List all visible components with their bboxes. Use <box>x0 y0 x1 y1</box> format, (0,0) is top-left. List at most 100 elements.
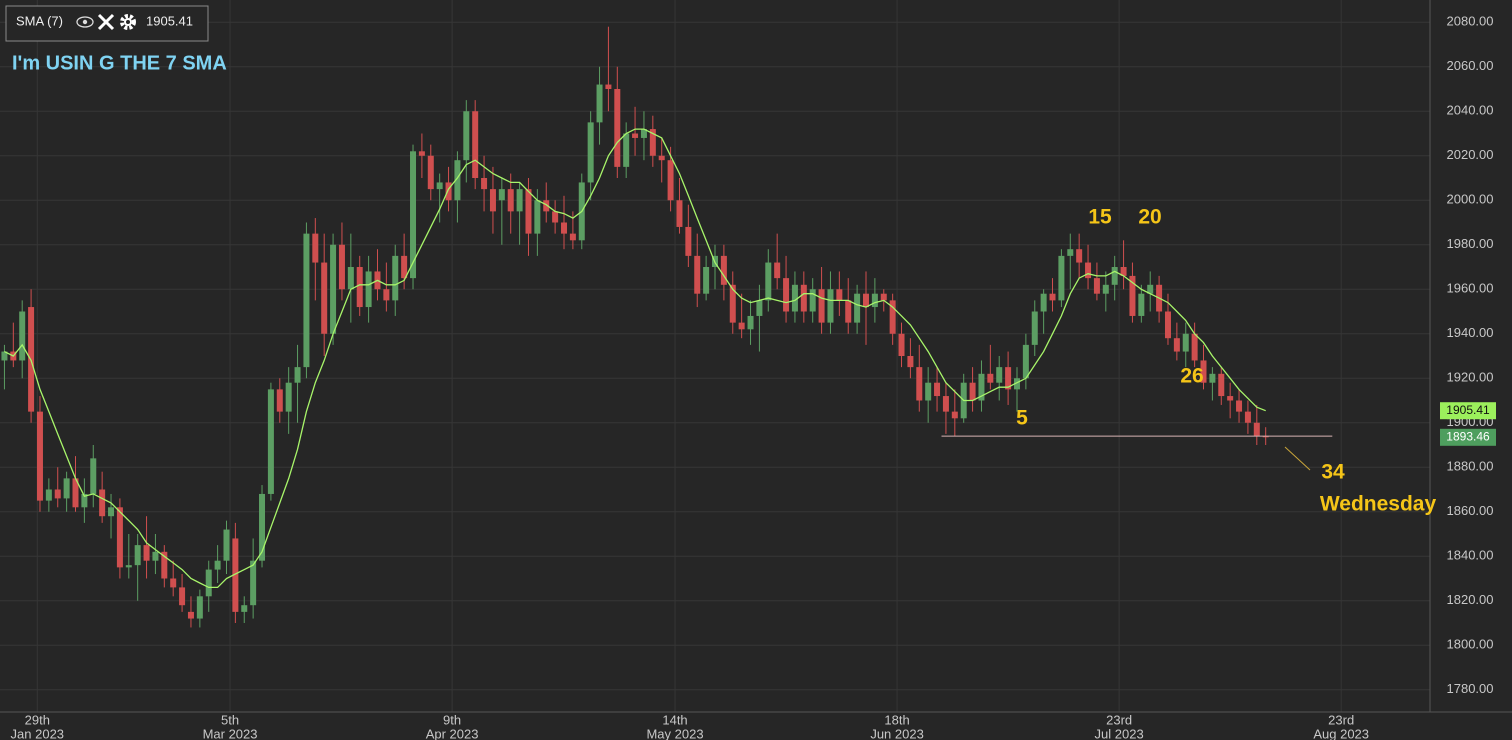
candle-body <box>1182 333 1189 352</box>
candle-body <box>907 356 914 368</box>
candle-body <box>54 489 61 499</box>
x-tick-label: 29th <box>25 712 50 727</box>
candle-body <box>685 226 692 256</box>
candle-body <box>898 333 905 356</box>
y-tick-label: 1940.00 <box>1447 325 1494 340</box>
candle-body <box>285 382 292 412</box>
candle-body <box>1067 249 1074 256</box>
candle-body <box>99 489 106 517</box>
candle-body <box>632 133 639 138</box>
candle-body <box>365 271 372 308</box>
candle-body <box>481 178 488 190</box>
candle-body <box>942 396 949 412</box>
candle-body <box>800 284 807 312</box>
candle-body <box>205 569 212 597</box>
x-tick-label: 23rd <box>1328 712 1354 727</box>
candle-body <box>1200 360 1207 383</box>
y-tick-label: 1780.00 <box>1447 681 1494 696</box>
candle-body <box>978 373 985 401</box>
x-tick-label: 18th <box>884 712 909 727</box>
candle-body <box>1244 411 1251 423</box>
x-tick-sublabel: Jul 2023 <box>1095 726 1144 740</box>
candle-body <box>854 293 861 323</box>
visibility-icon[interactable] <box>76 16 94 28</box>
candle-body <box>312 233 319 263</box>
settings-icon[interactable] <box>120 14 136 30</box>
candle-body <box>276 389 283 412</box>
sma-line <box>4 128 1266 589</box>
candle-body <box>134 545 141 566</box>
candle-body <box>640 129 647 138</box>
annotation-pointer <box>1284 446 1311 471</box>
sma-price-tag-bg <box>1440 402 1496 420</box>
candle-body <box>1093 278 1100 294</box>
candle-body <box>356 267 363 308</box>
annotation: 20 <box>1138 206 1161 229</box>
candle-body <box>1013 378 1020 390</box>
x-tick-sublabel: Mar 2023 <box>203 726 258 740</box>
candle-body <box>1040 293 1047 312</box>
candle-body <box>871 293 878 308</box>
candle-body <box>19 311 26 361</box>
candle-body <box>1076 249 1083 263</box>
candle-body <box>338 244 345 290</box>
candle-body <box>774 262 781 279</box>
candle-body <box>392 255 399 301</box>
candle-body <box>498 189 505 201</box>
candle-body <box>223 529 230 561</box>
candle-body <box>1191 333 1198 361</box>
candle-body <box>418 151 425 156</box>
candle-body <box>170 578 177 588</box>
candle-body <box>747 315 754 330</box>
candle-body <box>605 84 612 89</box>
candle-body <box>1129 275 1136 316</box>
candle-body <box>1253 422 1260 437</box>
candle-body <box>889 300 896 334</box>
x-tick-sublabel: Apr 2023 <box>426 726 479 740</box>
candle-body <box>1058 255 1065 301</box>
candle-body <box>330 244 337 334</box>
annotation: 15 <box>1088 206 1112 229</box>
annotation: 34 <box>1321 461 1345 484</box>
candle-body <box>347 267 354 290</box>
candle-body <box>143 545 150 561</box>
candle-body <box>489 189 496 212</box>
candle-body <box>658 155 665 161</box>
y-tick-label: 2020.00 <box>1447 147 1494 162</box>
candle-body <box>436 182 443 190</box>
candle-body <box>720 255 727 285</box>
y-tick-label: 1860.00 <box>1447 503 1494 518</box>
sma-price-tag: 1905.41 <box>1446 403 1490 417</box>
y-tick-label: 2040.00 <box>1447 103 1494 118</box>
x-tick-label: 23rd <box>1106 712 1132 727</box>
candle-body <box>507 189 514 212</box>
candle-body <box>1022 344 1029 379</box>
candle-body <box>783 278 790 312</box>
candle-body <box>161 551 168 579</box>
candle-body <box>1236 400 1243 412</box>
candle-body <box>1111 267 1118 285</box>
candle-body <box>321 262 328 334</box>
candle-body <box>1147 284 1154 294</box>
indicator-name: SMA (7) <box>16 13 63 28</box>
candle-body <box>45 489 52 501</box>
candle-body <box>36 411 43 501</box>
candle-body <box>916 367 923 401</box>
candle-body <box>410 151 417 279</box>
x-tick-sublabel: Jan 2023 <box>11 726 65 740</box>
candle-body <box>1218 373 1225 397</box>
candle-body <box>791 284 798 312</box>
candle-body <box>1085 262 1092 279</box>
candle-body <box>454 160 461 201</box>
candle-body <box>63 478 70 499</box>
candle-body <box>401 255 408 279</box>
remove-icon[interactable] <box>97 13 115 31</box>
chart-title: I'm USIN G THE 7 SMA <box>12 52 227 74</box>
candle-body <box>152 551 159 561</box>
candle-body <box>267 389 274 494</box>
candle-body <box>232 538 239 612</box>
candle-body <box>259 493 266 561</box>
